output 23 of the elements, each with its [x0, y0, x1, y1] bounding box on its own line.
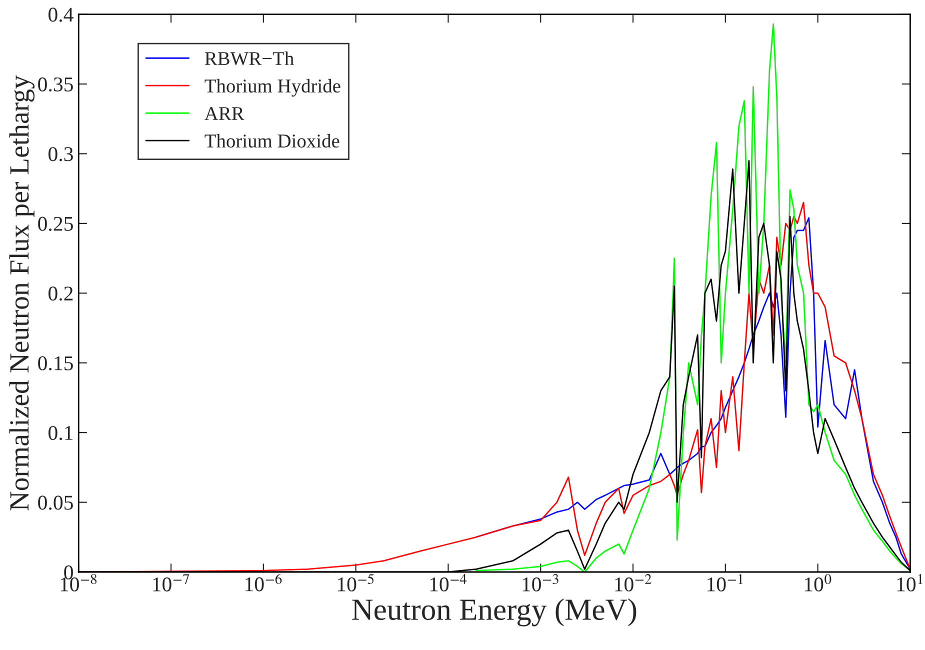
y-tick-label: 0.15	[38, 356, 73, 370]
y-tick-label: 0.35	[38, 77, 73, 92]
y-tick-label: 0.1	[48, 426, 73, 440]
x-tick-label: 10$^{−1}$	[708, 574, 743, 592]
y-tick-label: 0.2	[48, 286, 73, 301]
y-tick-label: 0.4	[48, 8, 74, 22]
legend-label: RBWR−Th	[204, 51, 294, 66]
legend-label: ARR	[204, 107, 244, 120]
legend-label: Thorium Dioxide	[204, 134, 340, 148]
x-tick-label: 10$^{0}$	[804, 574, 832, 592]
x-tick-label: 10$^{1}$	[897, 574, 922, 592]
x-tick-label: 10$^{−4}$	[430, 574, 467, 592]
x-axis-title: Neutron Energy (MeV)	[352, 598, 636, 626]
x-tick-label: 10$^{−2}$	[615, 574, 652, 592]
x-tick-label: 10$^{−7}$	[153, 574, 190, 592]
x-tick-label: 10$^{−5}$	[338, 574, 374, 592]
x-tick-label: 10$^{−6}$	[246, 574, 282, 592]
legend-label: Thorium Hydride	[204, 78, 340, 97]
y-tick-label: 0.05	[38, 496, 73, 510]
y-axis-title: Normalized Neutron Flux per Lethargy	[9, 75, 35, 510]
y-tick-label: 0.25	[38, 216, 73, 231]
x-tick-label: 10$^{−3}$	[522, 574, 558, 592]
y-tick-label: 0.3	[48, 147, 73, 162]
